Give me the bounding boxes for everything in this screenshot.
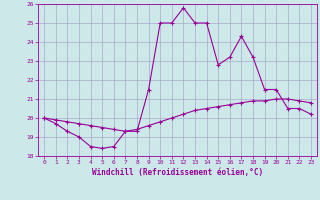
- X-axis label: Windchill (Refroidissement éolien,°C): Windchill (Refroidissement éolien,°C): [92, 168, 263, 177]
